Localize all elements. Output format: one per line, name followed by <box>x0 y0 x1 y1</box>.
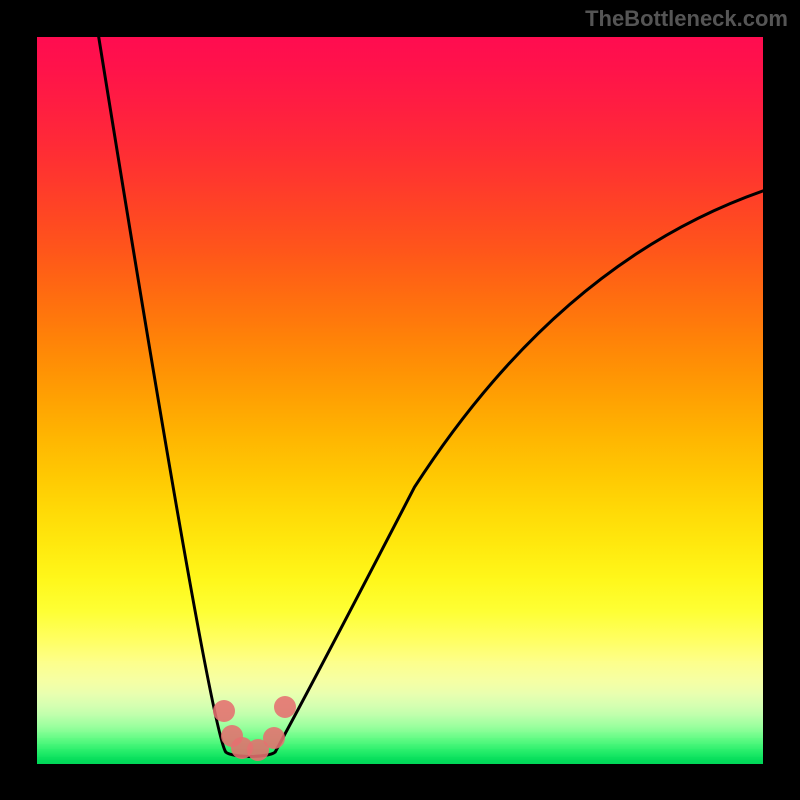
optimal-range-markers <box>37 37 763 763</box>
watermark-text: TheBottleneck.com <box>585 6 788 32</box>
valley-marker <box>263 727 285 749</box>
valley-marker <box>213 700 235 722</box>
gradient-band <box>37 763 763 764</box>
chart-plot-area <box>37 37 763 763</box>
valley-marker <box>274 696 296 718</box>
